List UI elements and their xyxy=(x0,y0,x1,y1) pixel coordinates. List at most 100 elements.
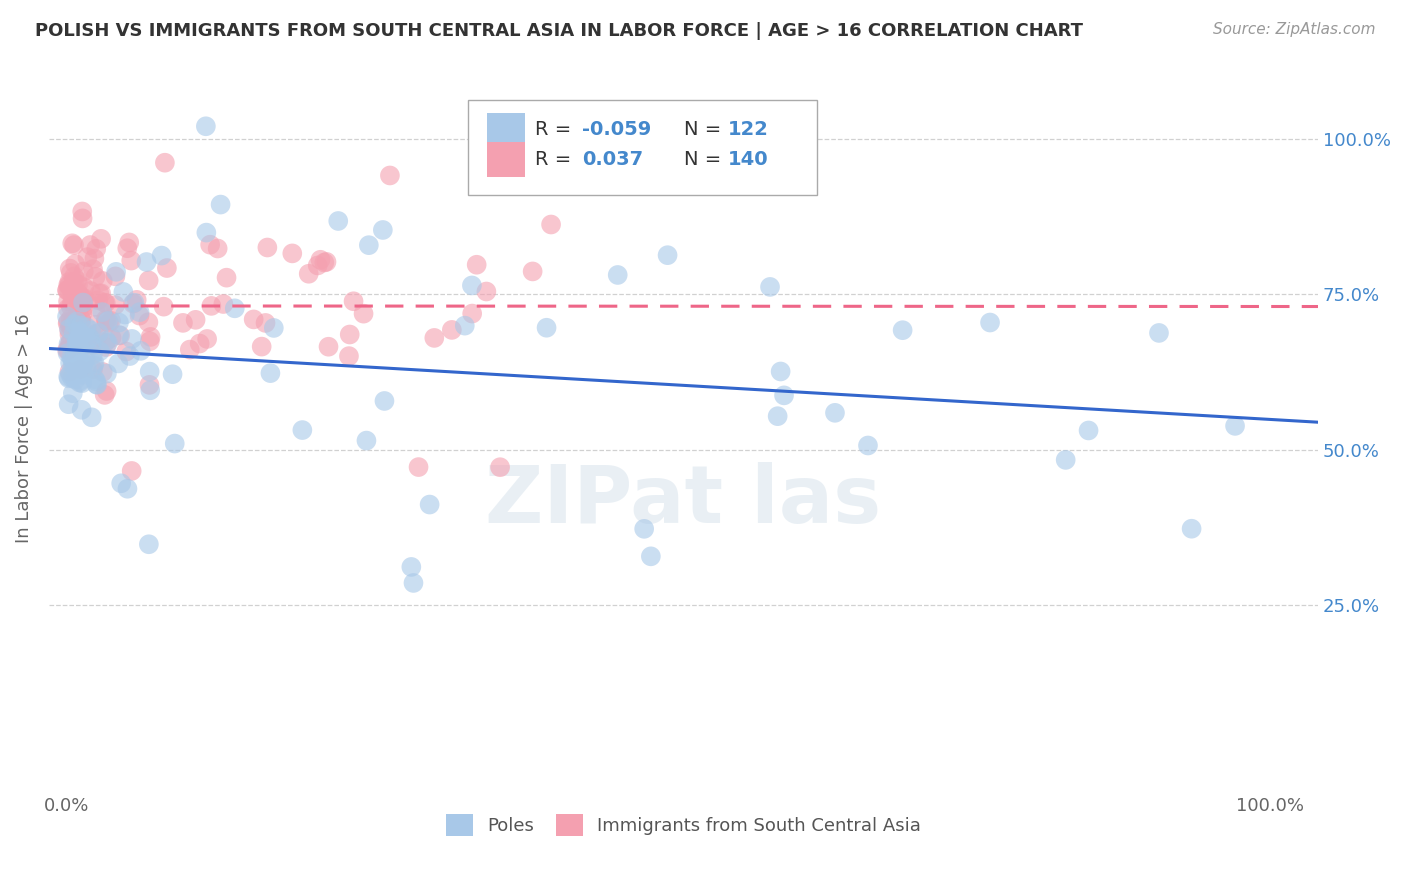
Point xyxy=(100,314,122,328)
Point xyxy=(207,242,229,256)
Point xyxy=(107,356,129,370)
Point xyxy=(87,326,110,340)
Text: N =: N = xyxy=(683,120,721,139)
Point xyxy=(93,295,115,310)
Point xyxy=(89,344,111,359)
Point xyxy=(152,300,174,314)
Point xyxy=(489,460,512,475)
Point xyxy=(63,373,86,387)
Point xyxy=(76,361,98,376)
Point xyxy=(67,277,90,292)
Point xyxy=(373,394,395,409)
Point xyxy=(65,338,87,352)
Point xyxy=(475,285,498,299)
Point xyxy=(129,343,152,358)
Point xyxy=(56,284,79,298)
Point xyxy=(80,337,103,351)
Point xyxy=(56,343,79,357)
Point xyxy=(70,318,93,333)
Point xyxy=(70,298,93,312)
Point xyxy=(522,264,544,278)
Point xyxy=(769,364,792,378)
Point xyxy=(891,323,914,337)
Point xyxy=(63,318,86,332)
Point xyxy=(773,388,796,402)
Point xyxy=(66,334,89,349)
Point xyxy=(198,237,221,252)
Point xyxy=(94,312,117,326)
Point xyxy=(63,275,86,289)
Point xyxy=(62,326,84,341)
Point xyxy=(118,235,141,250)
Point xyxy=(69,362,91,376)
Point xyxy=(84,318,107,332)
Point xyxy=(60,352,83,367)
Point xyxy=(75,351,97,366)
Point xyxy=(58,371,80,385)
Point xyxy=(378,169,401,183)
Point xyxy=(263,321,285,335)
Text: R =: R = xyxy=(536,150,571,169)
Point xyxy=(59,356,82,370)
Text: 122: 122 xyxy=(728,120,769,139)
Point xyxy=(540,218,562,232)
Point xyxy=(83,359,105,373)
Point xyxy=(76,250,98,264)
Point xyxy=(84,300,107,314)
Point xyxy=(69,327,91,342)
Point xyxy=(56,301,79,316)
Legend: Poles, Immigrants from South Central Asia: Poles, Immigrants from South Central Asi… xyxy=(437,805,931,845)
Point xyxy=(70,204,93,219)
Point xyxy=(56,294,79,309)
Point xyxy=(72,295,94,310)
FancyBboxPatch shape xyxy=(486,112,524,148)
Point xyxy=(73,264,96,278)
Point xyxy=(58,337,80,351)
Point xyxy=(117,482,139,496)
Point xyxy=(58,275,80,289)
Point xyxy=(307,259,329,273)
Point xyxy=(63,238,86,252)
Point xyxy=(108,328,131,343)
Point xyxy=(536,320,558,334)
Point xyxy=(128,305,150,319)
Point xyxy=(60,322,83,336)
Point xyxy=(138,537,160,551)
Point xyxy=(172,316,194,330)
Point xyxy=(184,313,207,327)
Point xyxy=(65,336,87,351)
Point xyxy=(69,359,91,373)
Point xyxy=(73,338,96,352)
Point xyxy=(640,549,662,564)
Point xyxy=(60,295,83,310)
Point xyxy=(139,330,162,344)
Point xyxy=(138,315,160,329)
Point xyxy=(83,372,105,386)
Point xyxy=(108,316,131,330)
Text: 140: 140 xyxy=(728,150,769,169)
Point xyxy=(63,269,86,284)
Point xyxy=(215,270,238,285)
Point xyxy=(419,498,441,512)
Point xyxy=(63,349,86,363)
Point xyxy=(318,340,340,354)
Point xyxy=(66,342,89,356)
Point xyxy=(138,273,160,287)
Point xyxy=(461,307,484,321)
Point xyxy=(72,368,94,382)
Point xyxy=(979,316,1001,330)
Point xyxy=(100,331,122,345)
Point xyxy=(440,323,463,337)
Point xyxy=(84,242,107,256)
Point xyxy=(59,300,82,314)
Point xyxy=(339,327,361,342)
Point xyxy=(56,317,79,331)
Point xyxy=(195,226,218,240)
Point xyxy=(824,406,846,420)
Point xyxy=(122,296,145,310)
Point xyxy=(114,308,136,322)
Point xyxy=(58,322,80,336)
Point xyxy=(70,329,93,343)
Point xyxy=(56,283,79,297)
Point xyxy=(56,346,79,360)
